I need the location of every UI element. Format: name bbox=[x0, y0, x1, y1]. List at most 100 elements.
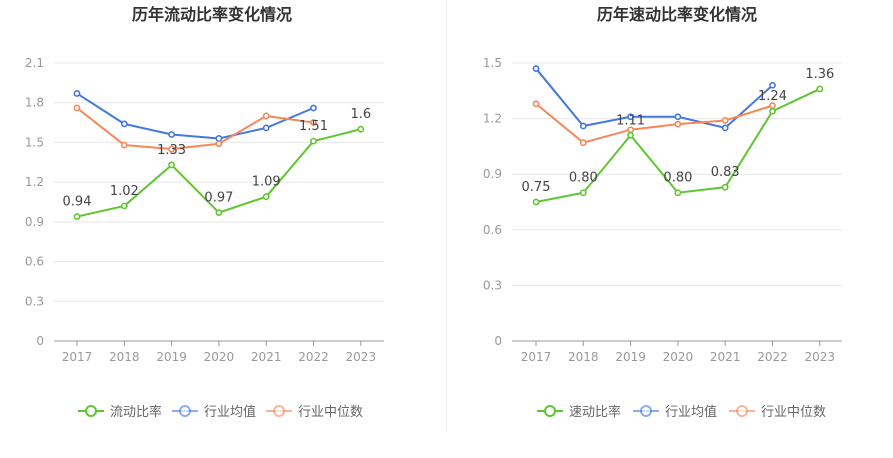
legend-marker bbox=[640, 405, 652, 417]
data-point[interactable] bbox=[310, 119, 317, 126]
x-tick-label: 2021 bbox=[251, 350, 282, 364]
y-tick-label: 0.3 bbox=[25, 294, 44, 308]
x-tick-label: 2017 bbox=[62, 350, 93, 364]
data-label: 0.97 bbox=[204, 191, 233, 206]
data-point[interactable] bbox=[627, 131, 634, 139]
series-line bbox=[76, 107, 314, 151]
data-point[interactable] bbox=[532, 65, 540, 72]
data-point[interactable] bbox=[168, 131, 175, 138]
data-point[interactable] bbox=[579, 189, 587, 197]
data-point[interactable] bbox=[262, 193, 270, 201]
y-tick-label: 1.2 bbox=[25, 175, 44, 189]
data-point[interactable] bbox=[532, 100, 540, 108]
x-tick-label: 2021 bbox=[710, 350, 741, 364]
x-tick-label: 2020 bbox=[204, 350, 235, 364]
data-point[interactable] bbox=[73, 90, 81, 97]
legend-item[interactable]: 行业中位数 bbox=[729, 405, 826, 420]
legend-item[interactable]: 行业中位数 bbox=[266, 405, 363, 420]
data-point[interactable] bbox=[120, 120, 128, 128]
data-point[interactable] bbox=[721, 124, 729, 132]
legend-marker bbox=[273, 405, 285, 417]
legend-marker bbox=[544, 405, 556, 417]
quick-ratio-panel: 历年速动比率变化情况 0 0.3 0.6 0.9 1.2 1.5 2017 2018 2019 2… bbox=[447, 0, 893, 458]
data-label: 0.94 bbox=[63, 195, 92, 210]
data-label: 0.80 bbox=[663, 171, 692, 186]
data-point[interactable] bbox=[627, 113, 634, 121]
legend-marker bbox=[736, 405, 748, 417]
x-tick-label: 2023 bbox=[805, 350, 836, 364]
legend-item[interactable]: 行业均值 bbox=[172, 404, 256, 420]
data-point[interactable] bbox=[769, 107, 776, 115]
panel-divider bbox=[446, 0, 447, 430]
data-point[interactable] bbox=[532, 198, 540, 206]
x-tick-label: 2018 bbox=[568, 350, 599, 364]
data-label: 0.83 bbox=[711, 165, 740, 180]
y-tick-label: 1.5 bbox=[483, 56, 502, 70]
y-tick-label: 2.1 bbox=[25, 56, 44, 70]
legend-label: 行业中位数 bbox=[298, 405, 363, 420]
y-tick-label: 0.9 bbox=[25, 215, 44, 229]
legend-item[interactable]: 行业均值 bbox=[633, 404, 717, 420]
data-label: 1.33 bbox=[157, 143, 186, 158]
current-ratio-chart: 历年流动比率变化情况 0 0.3 0.6 0.9 1.2 1.5 1.8 2.1 2017 201… bbox=[25, 5, 384, 420]
data-point[interactable] bbox=[262, 112, 270, 120]
data-point[interactable] bbox=[721, 117, 729, 124]
legend-label: 速动比率 bbox=[569, 404, 621, 420]
data-label: 1.51 bbox=[299, 119, 328, 134]
data-point[interactable] bbox=[816, 85, 824, 93]
legend-marker bbox=[179, 405, 191, 417]
data-point[interactable] bbox=[168, 161, 175, 169]
data-point[interactable] bbox=[310, 137, 317, 145]
x-tick-label: 2019 bbox=[615, 350, 646, 364]
data-label: 1.6 bbox=[350, 107, 371, 122]
legend-item[interactable]: 流动比率 bbox=[78, 404, 162, 420]
data-label: 1.02 bbox=[110, 184, 139, 199]
data-point[interactable] bbox=[769, 81, 776, 89]
x-tick-label: 2022 bbox=[757, 350, 788, 364]
y-tick-label: 1.2 bbox=[483, 112, 502, 126]
data-point[interactable] bbox=[215, 140, 223, 148]
data-point[interactable] bbox=[120, 202, 128, 210]
y-tick-label: 0.6 bbox=[25, 255, 44, 269]
data-point[interactable] bbox=[310, 104, 317, 112]
data-point[interactable] bbox=[674, 120, 682, 128]
legend-label: 流动比率 bbox=[110, 404, 162, 420]
series-line bbox=[535, 67, 774, 129]
data-point[interactable] bbox=[721, 183, 729, 191]
x-tick-label: 2022 bbox=[298, 350, 329, 364]
data-label: 1.36 bbox=[805, 67, 834, 82]
chart-title: 历年流动比率变化情况 bbox=[132, 5, 292, 24]
x-tick-label: 2019 bbox=[156, 350, 187, 364]
data-point[interactable] bbox=[120, 141, 128, 149]
series-line bbox=[535, 103, 773, 144]
data-point[interactable] bbox=[674, 113, 682, 121]
data-point[interactable] bbox=[215, 135, 223, 142]
y-tick-label: 1.8 bbox=[25, 96, 44, 110]
series-line bbox=[76, 92, 314, 140]
current-ratio-panel: 历年流动比率变化情况 0 0.3 0.6 0.9 1.2 1.5 1.8 2.1 2017 201… bbox=[0, 0, 446, 458]
y-tick-label: 0 bbox=[494, 334, 502, 348]
data-point[interactable] bbox=[579, 139, 587, 147]
data-point[interactable] bbox=[262, 124, 270, 132]
y-tick-label: 1.5 bbox=[25, 135, 44, 149]
y-tick-label: 0.3 bbox=[483, 278, 502, 292]
legend-item[interactable]: 速动比率 bbox=[537, 404, 621, 420]
data-label: 1.09 bbox=[252, 175, 281, 190]
x-tick-label: 2017 bbox=[521, 350, 552, 364]
chart-title: 历年速动比率变化情况 bbox=[597, 5, 757, 24]
data-label: 1.24 bbox=[758, 89, 787, 104]
legend-label: 行业均值 bbox=[204, 404, 256, 420]
data-point[interactable] bbox=[168, 145, 175, 153]
legend-label: 行业中位数 bbox=[761, 405, 826, 420]
data-point[interactable] bbox=[215, 209, 223, 216]
data-point[interactable] bbox=[73, 104, 81, 112]
data-point[interactable] bbox=[674, 189, 682, 197]
data-label: 0.80 bbox=[569, 171, 598, 186]
data-label: 0.75 bbox=[522, 180, 551, 195]
y-tick-label: 0.6 bbox=[483, 223, 502, 237]
data-point[interactable] bbox=[579, 122, 587, 130]
data-point[interactable] bbox=[73, 213, 81, 220]
data-point[interactable] bbox=[357, 125, 365, 133]
data-label: 1.11 bbox=[616, 113, 645, 128]
